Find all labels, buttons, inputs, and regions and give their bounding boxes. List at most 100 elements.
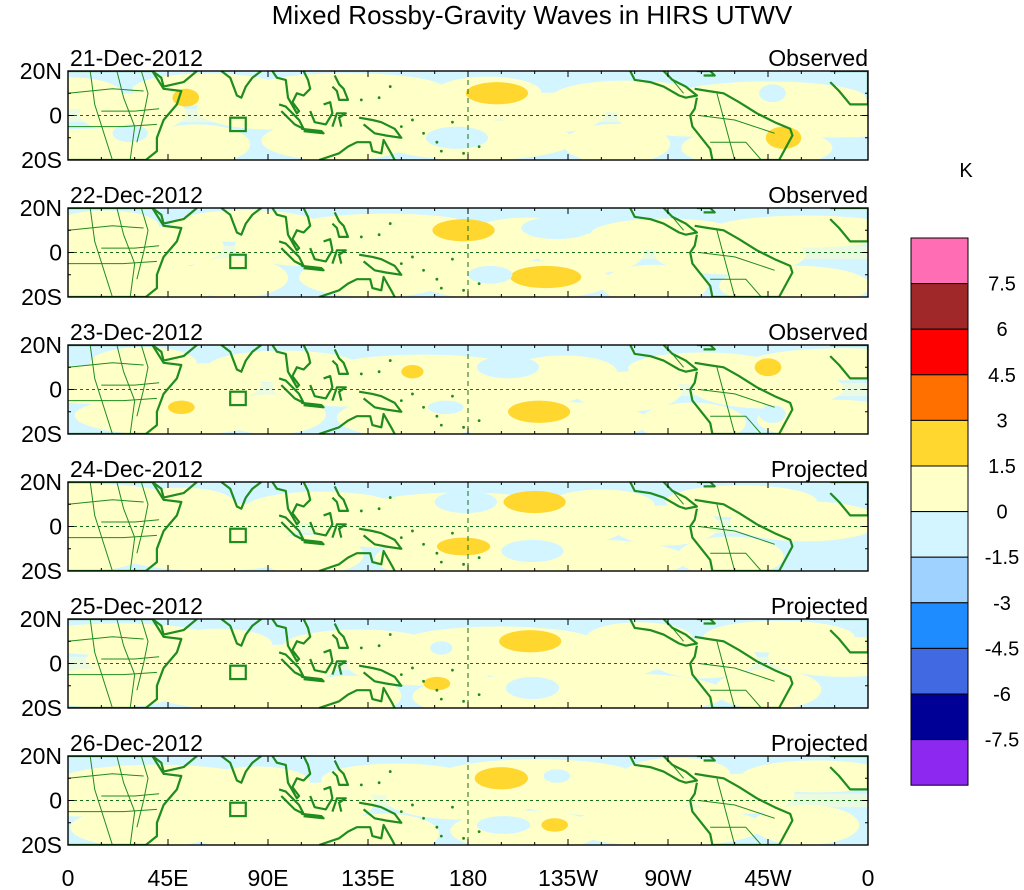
colorbar-swatch	[910, 602, 969, 649]
country-border	[710, 689, 762, 708]
country-border	[101, 108, 160, 112]
country-border	[699, 526, 775, 545]
coastline	[271, 208, 312, 252]
island	[359, 235, 363, 239]
positive-anomaly	[499, 630, 562, 653]
map-panel-3: 23-Dec-2012 Observed 20N 0 20S	[20, 319, 869, 447]
latitude-label: 0	[49, 103, 62, 129]
coastline	[271, 71, 312, 115]
coastline	[151, 208, 198, 225]
country-border	[68, 88, 144, 94]
positive-band	[150, 670, 346, 708]
island	[435, 825, 439, 829]
country-border	[672, 764, 684, 779]
panel-date: 24-Dec-2012	[70, 456, 203, 482]
country-border	[68, 671, 157, 676]
coastline	[318, 823, 396, 845]
island	[422, 405, 425, 409]
coastline	[220, 208, 262, 236]
coastline	[696, 71, 716, 77]
coastline	[358, 116, 403, 139]
coastline	[358, 664, 403, 687]
coastline	[301, 401, 325, 409]
colorbar-swatch	[910, 647, 969, 695]
island	[462, 151, 465, 155]
coastline	[689, 87, 794, 160]
coastline	[358, 390, 403, 413]
colorbar-label: 6	[996, 319, 1007, 341]
positive-band	[68, 668, 184, 708]
country-border	[136, 345, 149, 417]
longitude-label: 90E	[248, 865, 289, 890]
negative-anomaly	[759, 84, 786, 103]
positive-anomaly	[754, 358, 782, 377]
island	[377, 781, 381, 785]
colorbar-label: -7.5	[985, 730, 1019, 752]
country-border	[89, 71, 113, 160]
latitude-label: 20S	[21, 147, 62, 173]
island	[388, 359, 392, 362]
island	[359, 509, 363, 513]
region-box	[229, 116, 247, 133]
island	[377, 644, 381, 648]
longitude-label: 0	[862, 865, 875, 890]
island	[451, 120, 454, 124]
country-border	[116, 619, 136, 708]
positive-band	[530, 673, 726, 708]
country-border	[89, 208, 113, 297]
island	[422, 679, 425, 683]
coastline	[220, 482, 262, 510]
positive-anomaly	[432, 219, 495, 242]
coastline	[331, 348, 350, 375]
coastline	[829, 71, 868, 106]
island	[451, 257, 454, 261]
latitude-label: 0	[49, 240, 62, 266]
panel-status: Observed	[768, 319, 868, 345]
country-border	[136, 619, 149, 691]
latitude-label: 0	[49, 651, 62, 677]
positive-anomaly	[401, 365, 424, 379]
negative-anomaly	[112, 124, 148, 143]
coastline	[278, 651, 305, 678]
island	[477, 145, 481, 149]
country-border	[672, 216, 684, 231]
latitude-label: 20N	[20, 195, 62, 221]
island	[462, 288, 465, 292]
colorbar-unit: K	[959, 160, 973, 182]
negative-anomaly	[476, 356, 540, 379]
positive-band	[261, 120, 413, 160]
map-panel-1: 21-Dec-2012 Observed 20N 0 20S	[20, 45, 869, 173]
country-border	[710, 141, 762, 160]
country-border	[68, 397, 157, 402]
negative-anomaly	[521, 216, 593, 240]
longitude-label: 45W	[744, 865, 792, 890]
latitude-label: 20N	[20, 606, 62, 632]
coastline	[301, 538, 325, 546]
equatorial-belt	[68, 108, 868, 123]
island	[439, 697, 443, 701]
coastline	[271, 619, 312, 663]
country-border	[672, 353, 684, 368]
panel-status: Projected	[771, 456, 868, 482]
coastline	[318, 549, 396, 571]
panel-status: Projected	[771, 593, 868, 619]
coastline	[318, 138, 396, 160]
positive-anomaly	[510, 265, 582, 289]
island	[411, 118, 414, 122]
longitude-label: 135W	[538, 865, 598, 890]
positive-band	[74, 395, 271, 434]
country-border	[699, 663, 775, 682]
island	[399, 125, 403, 129]
country-border	[101, 656, 160, 660]
country-border	[68, 362, 144, 368]
positive-anomaly	[541, 818, 569, 832]
coastline	[151, 71, 198, 88]
island	[359, 783, 363, 787]
equatorial-belt	[68, 382, 868, 397]
country-border	[136, 756, 149, 828]
island	[451, 394, 454, 398]
country-border	[716, 230, 736, 297]
latitude-label: 20S	[21, 832, 62, 858]
coastline	[829, 482, 868, 517]
negative-anomaly	[505, 676, 560, 700]
